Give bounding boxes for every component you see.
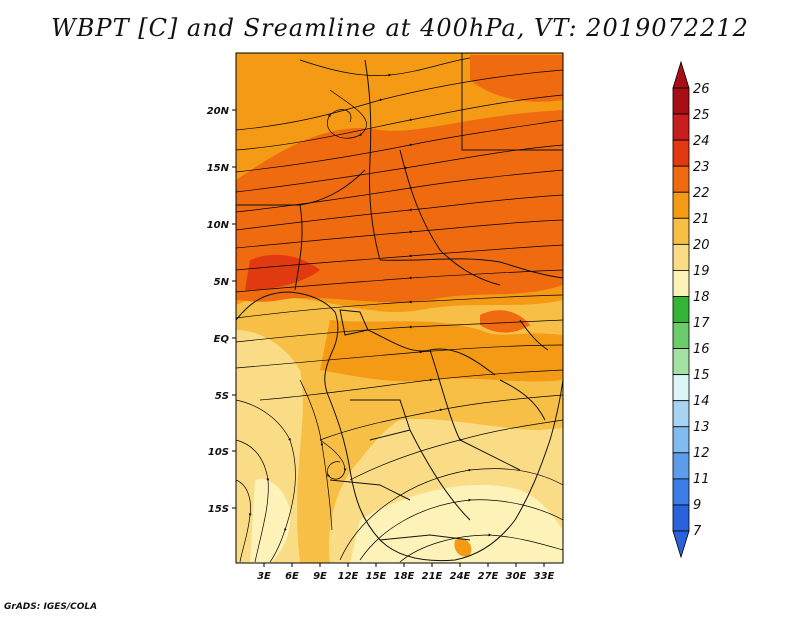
lat-tick-eq: EQ [214,334,230,345]
lat-tick-15s: 15S [208,504,229,515]
colorbar-swatch [672,270,690,297]
colorbar-swatch [672,296,690,323]
colorbar-swatch [672,139,690,167]
cb-label-26: 26 [693,82,710,97]
colorbar-swatch [672,113,690,141]
lon-tick-21e: 21E [422,571,443,582]
lat-tick-5s: 5S [215,391,229,402]
lon-tick-15e: 15E [366,571,387,582]
colorbar-swatch [672,452,690,480]
cb-label-7: 7 [693,524,702,539]
cb-label-11: 11 [693,472,710,487]
lat-tick-5n: 5N [214,277,230,288]
grads-credit: GrADS: IGES/COLA [4,602,98,612]
colorbar-swatch [672,191,690,219]
cb-label-16: 16 [693,342,710,357]
colorbar-bottom-arrow [672,530,690,559]
lon-tick-33e: 33E [534,571,555,582]
colorbar-swatch [672,243,690,271]
wbpt-shading [236,53,563,563]
colorbar-swatch [672,374,690,402]
cb-label-13: 13 [693,420,710,435]
cb-label-24: 24 [693,134,710,149]
cb-label-25: 25 [693,108,710,123]
cb-label-22: 22 [693,186,710,201]
colorbar-swatch [672,322,690,349]
colorbar-swatch [672,504,690,532]
lon-tick-24e: 24E [450,571,471,582]
lon-tick-27e: 27E [478,571,499,582]
lon-tick-30e: 30E [506,571,527,582]
colorbar-swatch [672,165,690,193]
lon-tick-6e: 6E [285,571,299,582]
colorbar: 26 25 24 23 22 21 20 19 18 17 16 15 14 1… [672,60,710,559]
map-title: WBPT [C] and Sreamline at 400hPa, VT: 20… [51,14,749,42]
colorbar-swatch [672,426,690,454]
lon-tick-12e: 12E [338,571,359,582]
lat-tick-10s: 10S [208,447,229,458]
lon-axis: 3E 6E 9E 12E 15E 18E 21E 24E 27E 30E 33E [257,563,555,582]
colorbar-swatch [672,217,690,245]
colorbar-swatch [672,348,690,376]
cb-label-12: 12 [693,446,710,461]
colorbar-top-arrow [672,60,690,89]
lat-tick-15n: 15N [207,163,230,174]
cb-label-17: 17 [693,316,710,331]
colorbar-swatch [672,400,690,428]
colorbar-swatch [672,87,690,115]
cb-label-9: 9 [693,498,701,513]
cb-label-20: 20 [693,238,710,253]
cb-label-19: 19 [693,264,710,279]
lat-tick-10n: 10N [207,220,230,231]
lon-tick-18e: 18E [394,571,415,582]
cb-label-23: 23 [693,160,710,175]
cb-label-14: 14 [693,394,710,409]
lat-tick-20n: 20N [207,106,230,117]
cb-label-15: 15 [693,368,710,383]
cb-label-18: 18 [693,290,710,305]
lon-tick-9e: 9E [313,571,327,582]
lat-axis: 20N 15N 10N 5N EQ 5S 10S 15S [207,106,236,515]
cb-label-21: 21 [693,212,710,227]
lon-tick-3e: 3E [257,571,271,582]
colorbar-swatch [672,478,690,506]
map-frame [235,52,564,564]
